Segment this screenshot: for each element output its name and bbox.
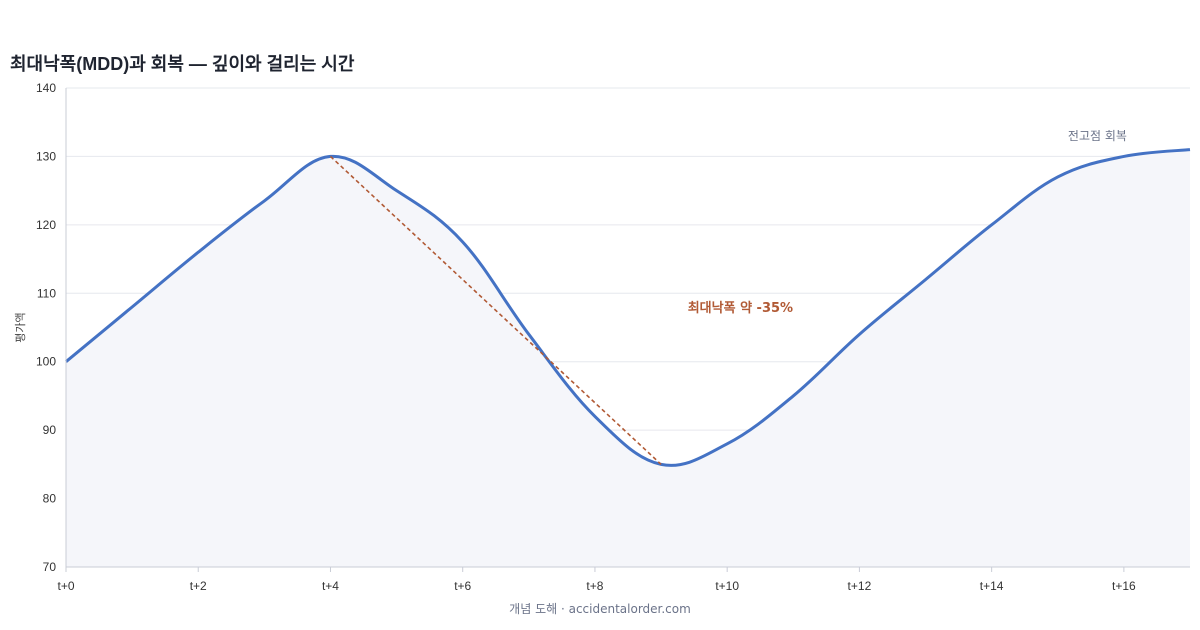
y-tick-labels: 70 80 90 100 110 120 130 140 xyxy=(36,81,56,574)
y-tick-label: 90 xyxy=(43,423,57,437)
drawdown-annotation: 최대낙폭 약 -35% xyxy=(688,300,793,316)
x-tick-label: t+6 xyxy=(454,579,471,593)
x-tick-label: t+8 xyxy=(586,579,603,593)
y-tick-label: 120 xyxy=(36,218,56,232)
chart-title: 최대낙폭(MDD)과 회복 — 깊이와 걸리는 시간 xyxy=(10,54,355,74)
y-tick-label: 110 xyxy=(37,286,56,300)
x-tick-labels: t+0 t+2 t+4 t+6 t+8 t+10 t+12 t+14 t+16 xyxy=(57,579,1136,593)
footer-note: 개념 도해 · accidentalorder.com xyxy=(509,602,691,616)
x-tick-label: t+16 xyxy=(1112,579,1136,593)
series-area-fill xyxy=(66,149,1190,567)
x-tick-label: t+4 xyxy=(322,579,339,593)
drawdown-dashed-line xyxy=(329,155,662,465)
x-tick-label: t+2 xyxy=(190,579,207,593)
recovery-annotation: 전고점 회복 xyxy=(1068,129,1127,143)
x-tick-label: t+12 xyxy=(848,579,872,593)
y-tick-label: 100 xyxy=(36,355,56,369)
x-tick-label: t+0 xyxy=(57,579,74,593)
x-tick-label: t+10 xyxy=(715,579,739,593)
y-axis-label: 평가액 xyxy=(14,312,27,342)
y-tick-label: 80 xyxy=(43,492,57,506)
x-tick-label: t+14 xyxy=(980,579,1004,593)
series-line xyxy=(65,148,1191,467)
axes xyxy=(65,88,1190,572)
y-tick-label: 130 xyxy=(36,149,56,163)
y-tick-label: 70 xyxy=(43,560,57,574)
y-tick-label: 140 xyxy=(36,81,56,95)
